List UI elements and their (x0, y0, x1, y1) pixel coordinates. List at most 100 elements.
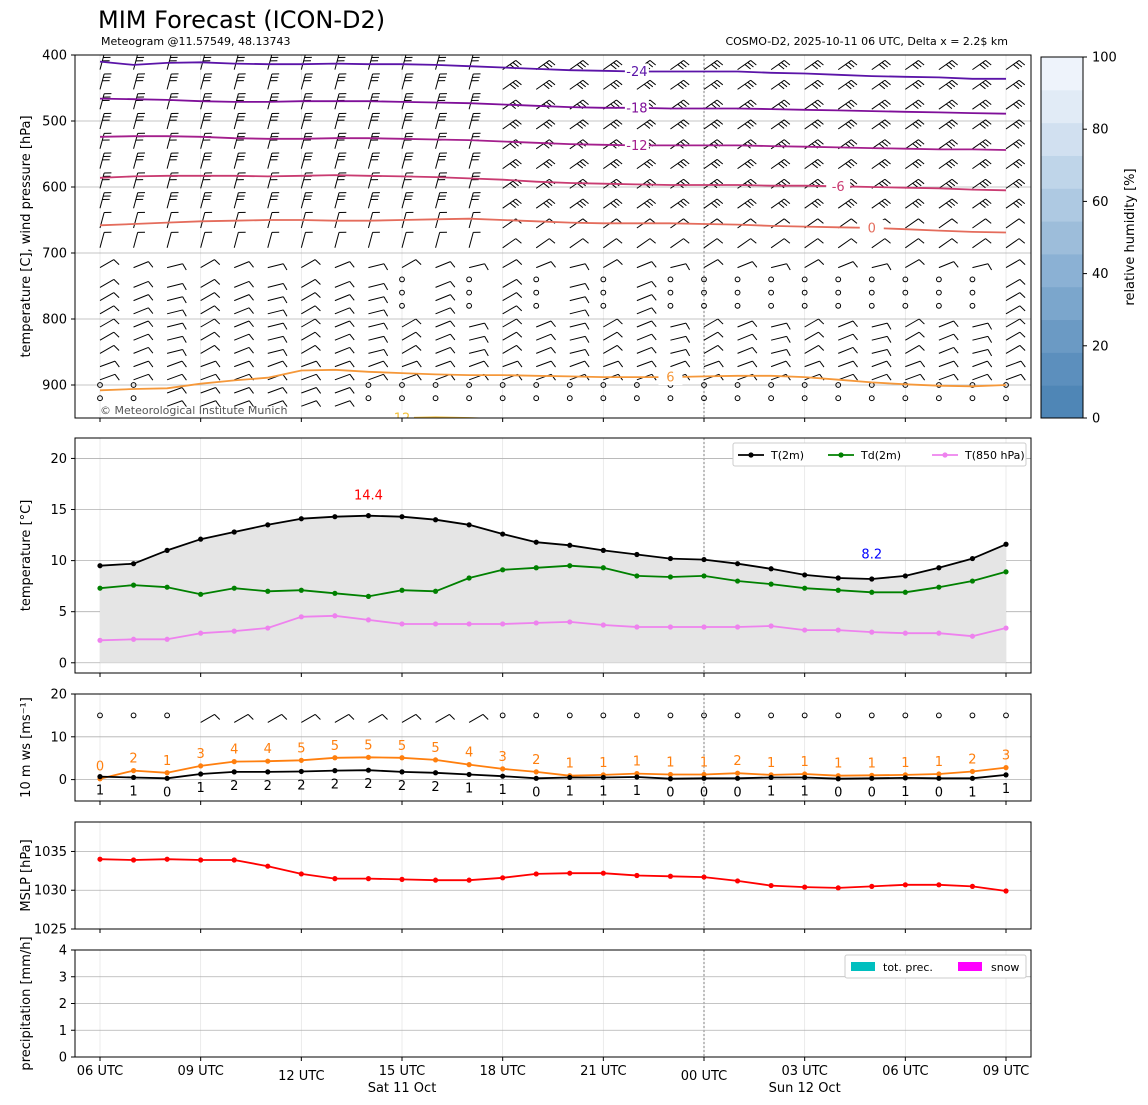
wind-barb-staff (871, 373, 887, 381)
wind-barb-flag (786, 263, 791, 271)
mean-wind-point (969, 775, 976, 781)
wind-barb-flag (169, 119, 177, 121)
wind-barb-staff (267, 153, 273, 169)
wind-barb-flag (884, 99, 891, 105)
wind-barb-flag (918, 259, 925, 266)
mslp-point (466, 877, 472, 883)
wind-barb (536, 320, 556, 328)
wind-barb-flag (305, 112, 313, 115)
wind-barb-staff (368, 360, 384, 368)
wind-barb-staff (435, 294, 451, 302)
wind-barb-flag (147, 307, 154, 314)
wind-barb-flag (579, 121, 586, 127)
wind-barb-staff (972, 373, 988, 381)
wind-barb-staff (334, 133, 340, 149)
precipitation-frame (74, 949, 1032, 1058)
time-tick-label: 03 UTC (781, 1064, 827, 1079)
wind-barb (166, 400, 187, 407)
calm-wind-circle (164, 712, 171, 719)
wind-barb (166, 112, 179, 130)
wind-barb-flag (1015, 101, 1023, 108)
wind-barb-flag (884, 159, 891, 165)
wind-barb-staff (234, 320, 250, 328)
wind-barb-flag (371, 136, 379, 138)
wind-barb (804, 218, 824, 229)
wind-barb-staff (603, 238, 617, 249)
wind-barb (99, 360, 120, 368)
wind-barb-staff (938, 333, 954, 341)
wind-barb-flag (405, 195, 413, 197)
wind-barb-staff (905, 259, 920, 269)
wind-barb-staff (1005, 360, 1022, 368)
wind-barb-flag (472, 76, 480, 78)
wind-barb-staff (536, 346, 552, 354)
wind-barb-flag (649, 119, 656, 125)
wind-barb-flag (484, 336, 489, 343)
wind-barb-staff (535, 139, 550, 150)
wind-barb-flag (248, 333, 254, 341)
wind-barb-staff (1005, 79, 1020, 90)
wind-barb-staff (804, 259, 819, 269)
wind-barb (99, 73, 112, 90)
wind-barb-staff (267, 113, 273, 130)
wind-barb-flag (438, 56, 447, 59)
wind-barb (905, 139, 925, 150)
wind-barb-flag (649, 198, 656, 204)
wind-barb-staff (972, 322, 989, 328)
gust-point (332, 755, 338, 761)
wind-barb-flag (512, 62, 519, 68)
wind-barb (603, 60, 623, 71)
wind-barb (267, 713, 288, 723)
calm-wind-circle (734, 302, 741, 309)
gust-point (734, 770, 741, 776)
wind-barb-flag (945, 163, 953, 169)
wind-barb-flag (370, 159, 379, 161)
wind-barb (166, 73, 179, 90)
wind-barb (435, 211, 447, 229)
series-point (231, 628, 237, 634)
wind-barb-staff (133, 333, 149, 341)
wind-barb-flag (271, 172, 280, 174)
wind-barb-staff (905, 139, 919, 150)
wind-barb-flag (549, 60, 556, 66)
wind-barb-flag (811, 83, 819, 90)
wind-barb-flag (202, 198, 211, 201)
wind-barb (636, 238, 656, 249)
wind-barb (133, 261, 154, 269)
calm-wind-circle (801, 395, 808, 402)
y-tick-label: 400 (42, 49, 67, 64)
wind-barb-flag (238, 231, 246, 233)
wind-barb-staff (703, 344, 719, 354)
wind-barb-flag (104, 192, 112, 194)
gust-value-label: 2 (968, 752, 976, 767)
wind-barb-flag (747, 200, 754, 207)
wind-barb-staff (401, 133, 407, 149)
wind-barb (234, 307, 254, 315)
wind-barb-staff (334, 346, 350, 354)
wind-barb (99, 152, 112, 169)
wind-barb (972, 119, 992, 130)
wind-barb-flag (171, 231, 179, 233)
wind-barb-flag (576, 123, 584, 129)
wind-barb-staff (502, 259, 517, 269)
wind-barb-staff (737, 261, 753, 269)
wind-barb-flag (677, 202, 684, 209)
wind-barb-staff (535, 119, 550, 130)
wind-barb-flag (616, 345, 623, 351)
wind-barb (837, 198, 858, 209)
wind-barb-staff (435, 280, 451, 288)
wind-barb-flag (1013, 103, 1020, 110)
wind-barb-staff (468, 322, 485, 328)
wind-barb-flag (437, 179, 446, 181)
wind-barb-flag (202, 60, 211, 62)
wind-barb-flag (439, 93, 447, 95)
wind-barb (301, 373, 322, 381)
wind-barb (99, 318, 120, 328)
wind-barb (301, 278, 321, 288)
wind-barb (905, 331, 925, 341)
wind-barb-staff (1005, 344, 1021, 354)
series-point (332, 514, 338, 520)
wind-barb-staff (636, 238, 651, 249)
wind-barb-flag (170, 195, 178, 197)
wind-barb-flag (881, 200, 888, 207)
